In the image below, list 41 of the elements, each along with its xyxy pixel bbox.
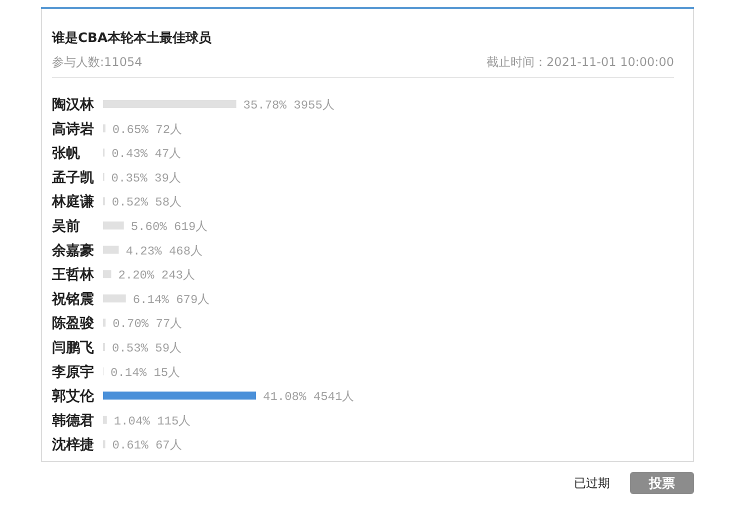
data-label: 2.20% 243人 (118, 268, 196, 283)
y-tick-label: 陶汉林 (52, 97, 95, 113)
data-label: 1.04% 115人 (114, 414, 191, 428)
data-label: 0.35% 39人 (111, 171, 181, 186)
y-tick-label: 张帆 (52, 146, 80, 162)
data-label: 4.23% 468人 (126, 244, 203, 258)
y-tick-label: 余嘉豪 (51, 242, 94, 259)
y-tick-label: 陈盈骏 (52, 314, 94, 332)
data-label: 0.43% 47人 (112, 147, 182, 162)
bar (103, 270, 112, 278)
y-tick-label: 祝铭震 (51, 290, 94, 308)
bar (103, 392, 256, 400)
y-tick-label: 吴前 (51, 218, 80, 234)
bar (103, 246, 119, 254)
chart-subtitle: 参与人数:11054 (52, 55, 142, 69)
bar (103, 294, 126, 302)
data-label: 41.08% 4541人 (263, 390, 354, 404)
data-label: 35.78% 3955人 (243, 98, 334, 112)
chart-title: 谁是CBA本轮本土最佳球员 (51, 30, 213, 46)
button: 投票 (630, 472, 694, 494)
text: 已过期 (574, 476, 610, 490)
data-label: 0.52% 58人 (112, 196, 182, 210)
data-label: 0.65% 72人 (112, 122, 182, 137)
data-label: 6.14% 679人 (132, 292, 210, 307)
y-tick-label: 闫鹏飞 (52, 340, 94, 356)
y-tick-label: 韩德君 (51, 412, 94, 429)
y-tick-label: 王哲林 (51, 266, 95, 284)
data-label: 5.60% 619人 (130, 220, 208, 234)
data-label: 0.70% 77人 (112, 317, 182, 332)
y-tick-label: 李原宇 (51, 363, 94, 380)
y-tick-label: 孟子凯 (51, 170, 94, 186)
bar (103, 100, 236, 108)
data-label: 0.61% 67人 (112, 438, 182, 453)
y-tick-label: 高诗岩 (52, 120, 94, 138)
y-tick-label: 郭艾伦 (51, 388, 95, 405)
y-tick-label: 沈梓捷 (51, 436, 94, 454)
bar (103, 222, 124, 230)
data-label: 0.53% 59人 (112, 342, 182, 356)
text: 截止时间：2021-11-01 10:00:00 (486, 55, 674, 69)
y-tick-label: 林庭谦 (51, 193, 94, 210)
data-label: 0.14% 15人 (110, 366, 180, 380)
